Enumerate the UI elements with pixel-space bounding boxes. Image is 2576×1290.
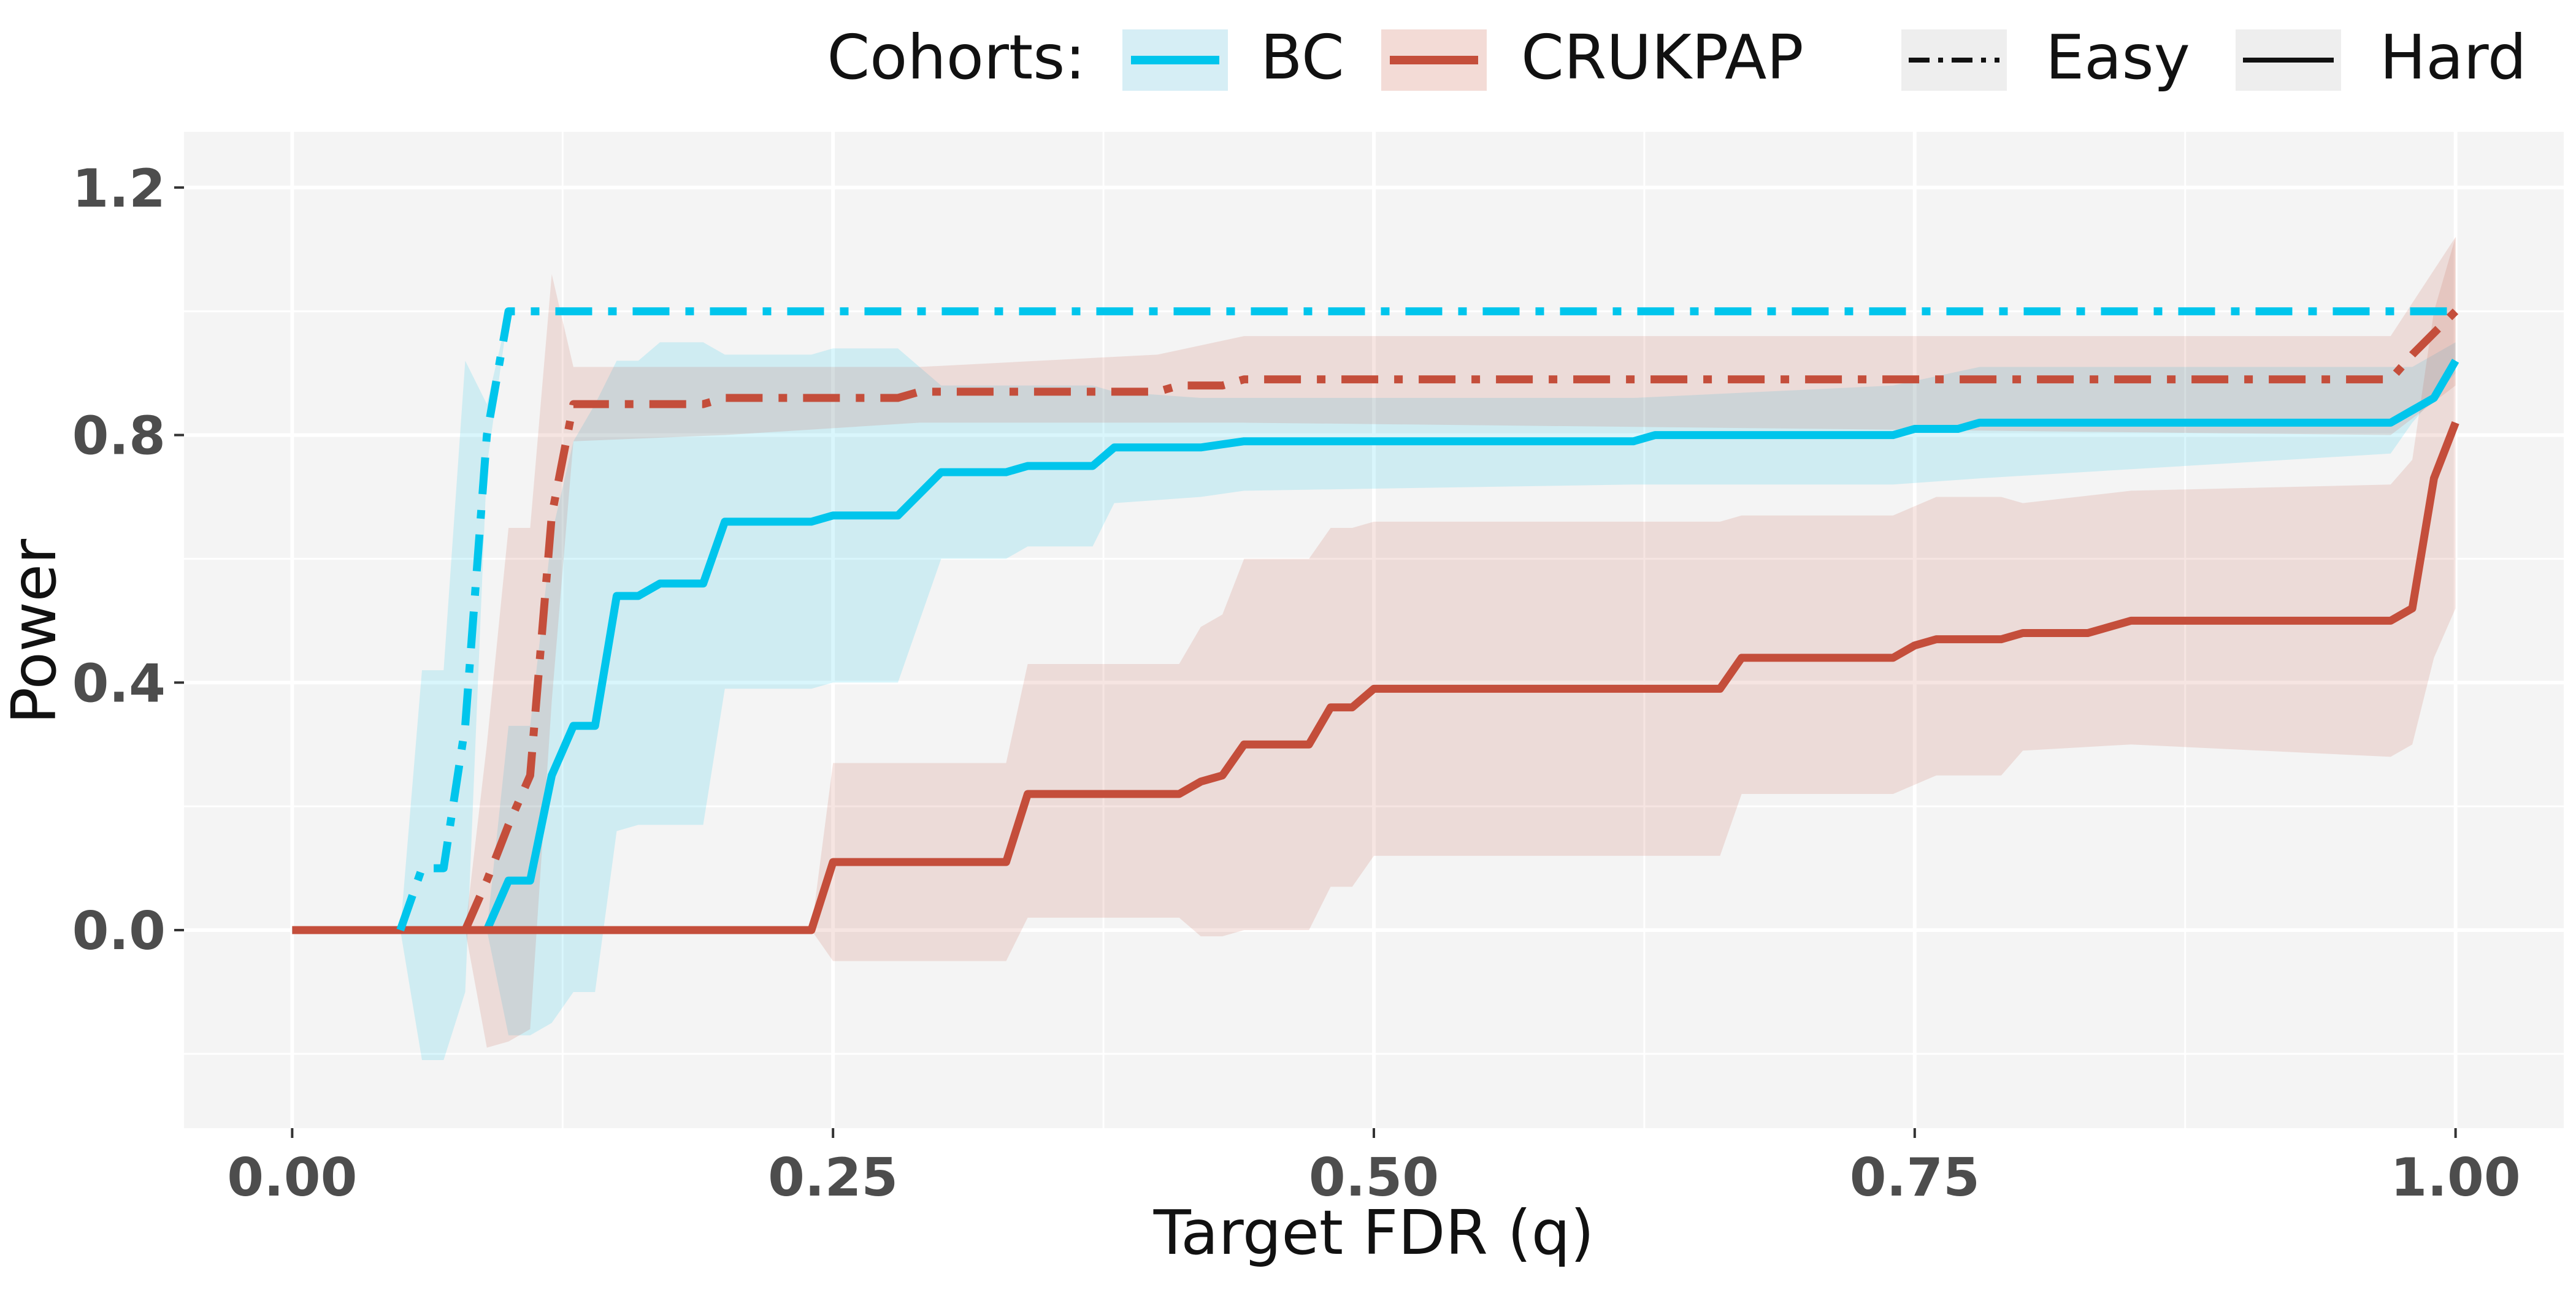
band-crukpap-hard bbox=[811, 237, 2456, 961]
band-crukpap-easy bbox=[465, 237, 2456, 1048]
legend: Cohorts: BC CRUKPAP Easy Hard bbox=[827, 21, 2526, 93]
line-crukpap-hard bbox=[292, 421, 2459, 934]
y-axis-ticks: 0.0 0.4 0.8 1.2 bbox=[72, 158, 184, 962]
band-bc-hard bbox=[486, 342, 2456, 1036]
confidence-bands bbox=[400, 237, 2456, 1061]
legend-title: Cohorts: bbox=[827, 21, 1086, 93]
x-axis-label: Target FDR (q) bbox=[1153, 1197, 1594, 1269]
line-crukpap-easy bbox=[461, 308, 2459, 932]
x-tick-label: 1.00 bbox=[2391, 1147, 2521, 1208]
y-tick-label: 1.2 bbox=[72, 158, 166, 219]
legend-label-hard: Hard bbox=[2380, 21, 2526, 93]
legend-label-easy: Easy bbox=[2045, 21, 2190, 93]
x-tick-label: 0.25 bbox=[768, 1147, 898, 1208]
series-lines bbox=[292, 307, 2459, 934]
line-bc-easy bbox=[396, 307, 2456, 932]
y-tick-label: 0.4 bbox=[72, 653, 166, 714]
y-tick-label: 0.0 bbox=[72, 901, 166, 962]
legend-label-bc: BC bbox=[1260, 21, 1344, 93]
line-bc-hard bbox=[292, 359, 2459, 934]
x-tick-label: 0.75 bbox=[1850, 1147, 1980, 1208]
x-tick-label: 0.00 bbox=[227, 1147, 357, 1208]
major-gridlines bbox=[184, 132, 2564, 1128]
y-axis-label: Power bbox=[0, 538, 70, 724]
x-axis-ticks: 0.00 0.25 0.50 0.75 1.00 bbox=[227, 1128, 2521, 1208]
y-tick-label: 0.8 bbox=[72, 406, 166, 467]
x-tick-label: 0.50 bbox=[1309, 1147, 1439, 1208]
legend-label-crukpap: CRUKPAP bbox=[1521, 21, 1804, 93]
